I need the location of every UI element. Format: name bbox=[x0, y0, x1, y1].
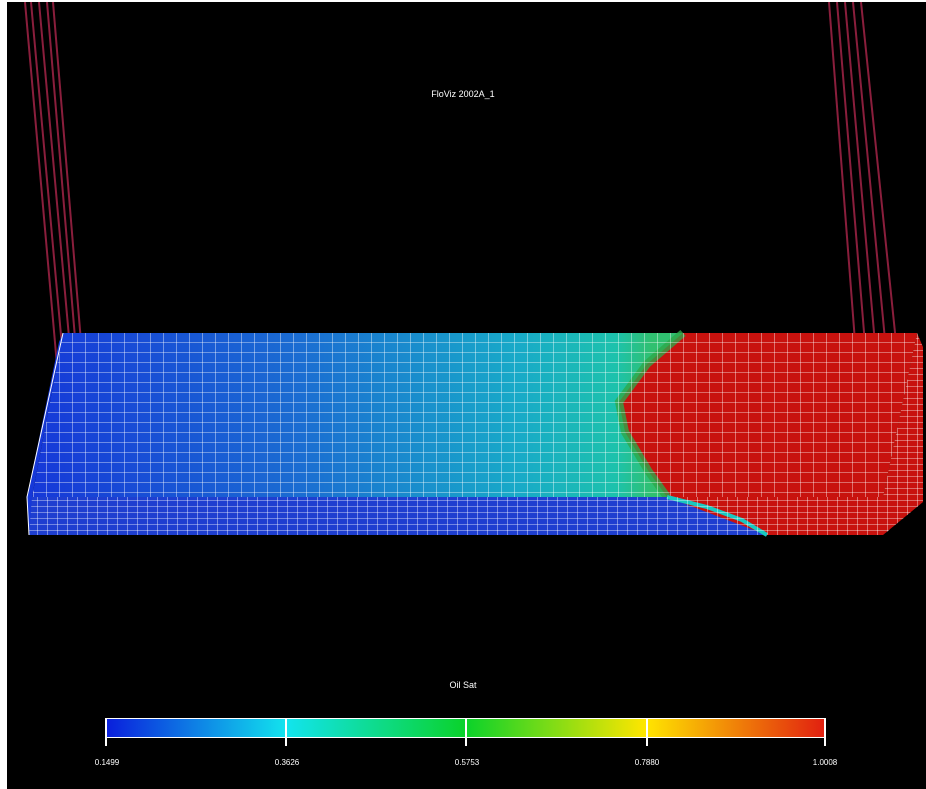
well-trajectory bbox=[30, 2, 68, 403]
reservoir-right-face bbox=[883, 333, 923, 535]
colorbar-tick-label: 0.3626 bbox=[274, 758, 300, 767]
well-trajectory bbox=[38, 2, 74, 383]
colorbar-tick bbox=[465, 718, 467, 746]
window-title: FloViz 2002A_1 bbox=[431, 89, 495, 99]
reservoir-front-face bbox=[29, 495, 883, 537]
colorbar-title: Oil Sat bbox=[449, 680, 477, 690]
colorbar-tick bbox=[285, 718, 287, 746]
colorbar-tick-label: 0.5753 bbox=[454, 758, 480, 767]
colorbar-tick-label: 1.0008 bbox=[812, 758, 838, 767]
well-trajectory bbox=[852, 2, 890, 383]
well-trajectory bbox=[52, 2, 82, 343]
well-trajectory bbox=[24, 2, 63, 423]
reservoir-top-surface bbox=[32, 329, 917, 500]
colorbar-tick-label: 0.1499 bbox=[94, 758, 120, 767]
well-trajectory bbox=[46, 2, 78, 363]
reservoir-scene[interactable] bbox=[7, 2, 926, 789]
colorbar-tick bbox=[646, 718, 648, 746]
colorbar-tick bbox=[824, 718, 826, 746]
reservoir-left-face bbox=[26, 332, 64, 536]
render-viewport[interactable] bbox=[7, 2, 926, 789]
colorbar-tick-label: 0.7880 bbox=[634, 758, 660, 767]
well-trajectory bbox=[860, 2, 898, 353]
injector-wells-left bbox=[24, 2, 82, 423]
colorbar-tick bbox=[105, 718, 107, 746]
